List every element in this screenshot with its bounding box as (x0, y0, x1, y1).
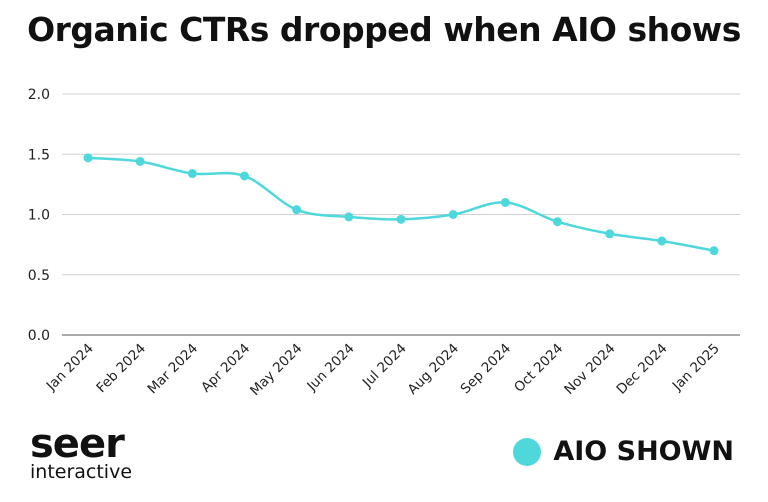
x-tick-label: Aug 2024 (405, 341, 462, 398)
data-point (187, 169, 197, 179)
x-tick-label: May 2024 (247, 341, 305, 399)
logo-sub-text: interactive (30, 461, 133, 483)
y-tick-label: 0.0 (28, 328, 50, 344)
x-tick-label: Jul 2024 (359, 341, 410, 392)
data-point (396, 214, 406, 224)
legend-label: AIO SHOWN (553, 436, 734, 467)
x-tick-label: Sep 2024 (458, 341, 515, 398)
x-tick-label: Mar 2024 (145, 341, 202, 398)
x-tick-label: Nov 2024 (561, 341, 618, 398)
x-tick-label: Jan 2024 (43, 341, 97, 395)
data-point (657, 236, 667, 246)
data-point (292, 205, 302, 215)
x-tick-label: Oct 2024 (511, 341, 566, 396)
y-tick-label: 2.0 (28, 87, 50, 103)
data-point (605, 229, 615, 239)
x-tick-label: Dec 2024 (614, 341, 671, 398)
x-tick-label: Apr 2024 (198, 341, 253, 396)
x-tick-label: Jun 2024 (303, 341, 357, 395)
data-point (553, 217, 562, 227)
chart-title: Organic CTRs dropped when AIO shows (27, 10, 741, 49)
data-point (500, 197, 510, 207)
seer-interactive-logo: seer interactive (30, 424, 132, 482)
y-tick-label: 1.0 (28, 208, 50, 224)
data-point (240, 171, 249, 181)
data-point (448, 210, 458, 219)
data-point (135, 156, 145, 166)
x-tick-label: Feb 2024 (93, 341, 149, 397)
legend-marker (513, 437, 542, 466)
data-point (83, 153, 93, 163)
chart-legend: AIO SHOWN (513, 436, 734, 467)
data-point (344, 212, 354, 222)
series-line (87, 156, 715, 252)
data-point (709, 246, 719, 256)
x-tick-label: Jan 2025 (669, 341, 723, 395)
y-tick-label: 1.5 (28, 147, 50, 163)
y-tick-label: 0.5 (28, 268, 50, 284)
logo-main-text: seer (30, 421, 125, 467)
